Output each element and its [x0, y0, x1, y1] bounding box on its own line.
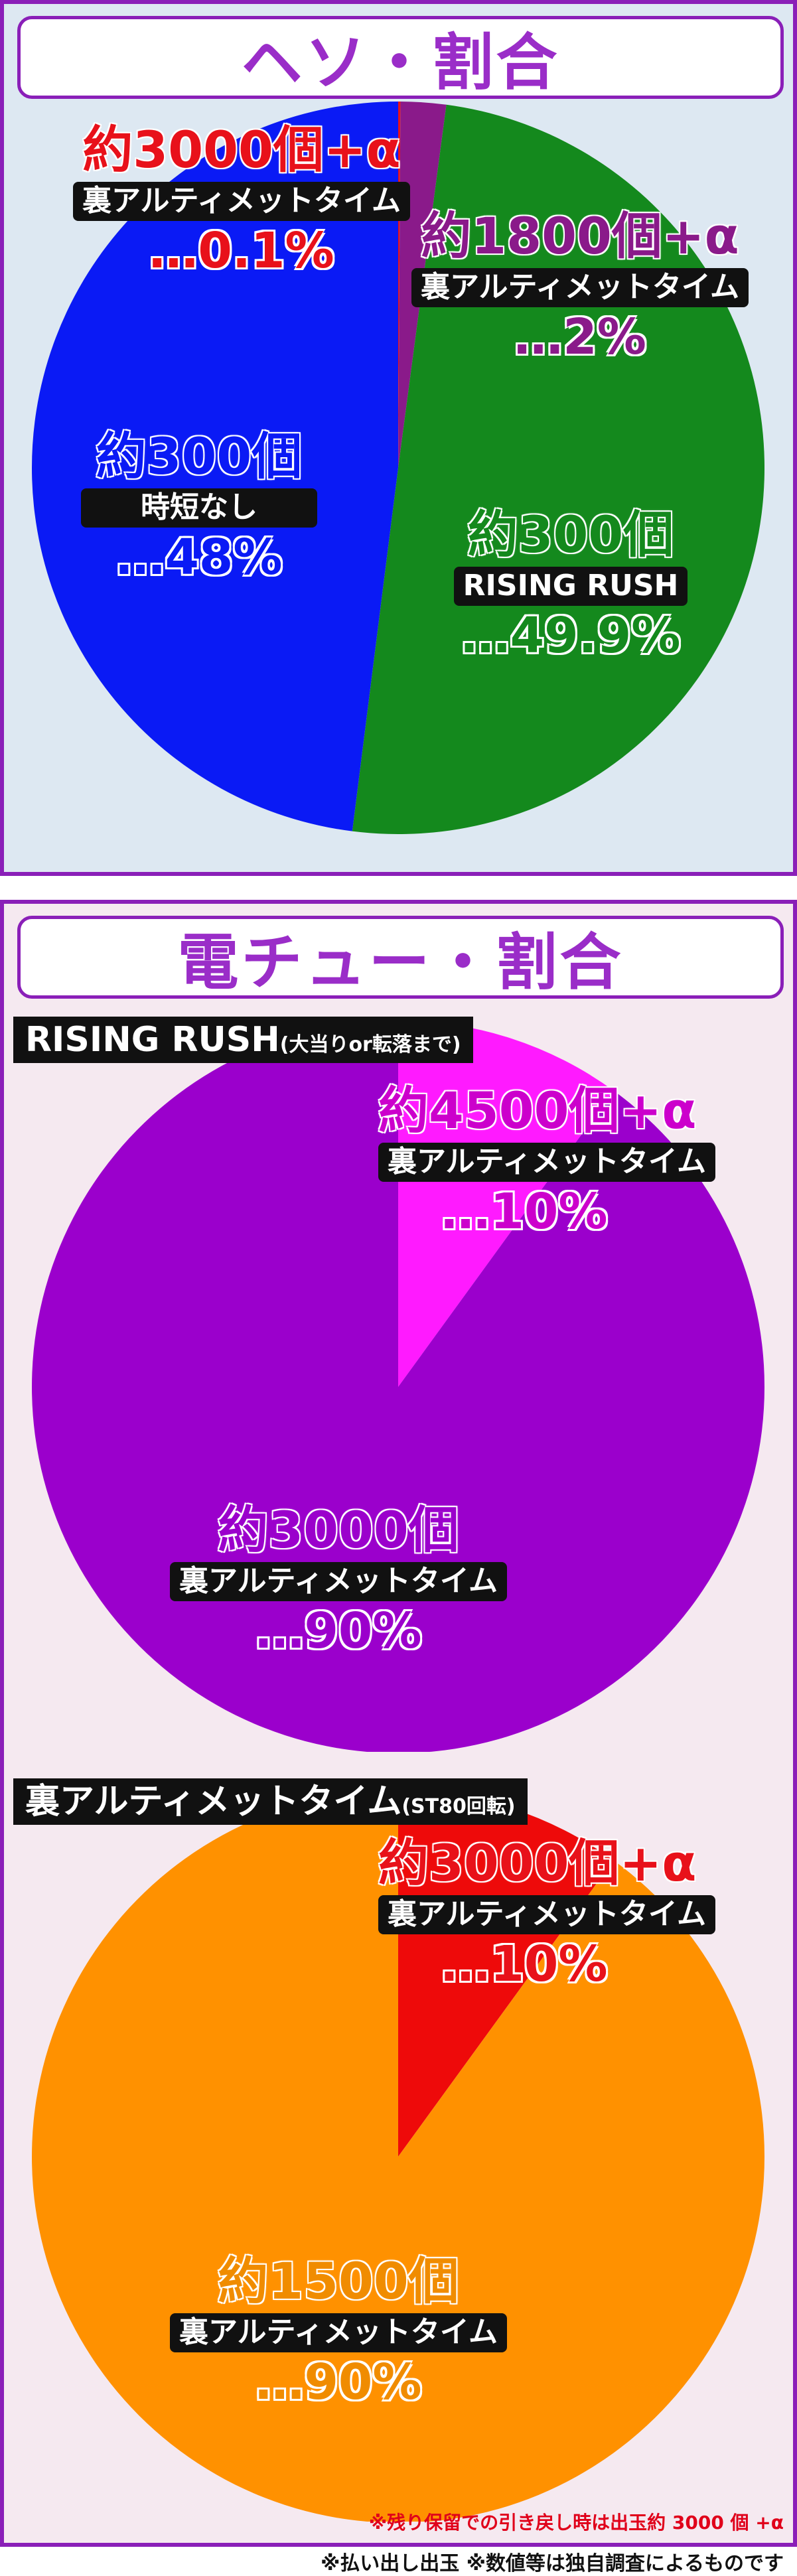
- rush-label-ura4500-mode: 裏アルティメットタイム: [378, 1143, 716, 1182]
- rush-label-ura3000-pct: …90%: [255, 1602, 422, 1660]
- heso-label-ura1800: 約1800個+α 裏アルティメットタイム …2%: [411, 206, 749, 366]
- heso-label-ura3000-mode: 裏アルティメットタイム: [73, 182, 411, 221]
- ura-label-ura3000-pct: …10%: [441, 1935, 608, 1993]
- rush-label-ura4500: 約4500個+α 裏アルティメットタイム …10%: [378, 1081, 716, 1240]
- heso-label-jitan-mode: 時短なし: [81, 488, 317, 528]
- ura-label-ura3000-count: 約3000個+α: [378, 1833, 697, 1893]
- heso-label-jitan-pct: …48%: [115, 528, 283, 586]
- heso-label-ura1800-mode: 裏アルティメットタイム: [411, 268, 749, 307]
- rush-chart-header: RISING RUSH(大当りor転落まで): [13, 1017, 473, 1064]
- rush-label-ura4500-count: 約4500個+α: [378, 1081, 697, 1140]
- rush-label-ura4500-pct: …10%: [441, 1182, 608, 1240]
- heso-label-rush-pct: …49.9%: [461, 607, 681, 664]
- heso-label-ura3000: 約3000個+α 裏アルティメットタイム …0.1%: [73, 120, 411, 279]
- heso-label-ura3000-count: 約3000個+α: [82, 120, 401, 179]
- heso-label-rush-count: 約300個: [467, 505, 675, 564]
- rush-label-ura3000-mode: 裏アルティメットタイム: [169, 1562, 508, 1601]
- ura-slice-0: [398, 1792, 614, 2157]
- ura-label-ura1500-count: 約1500個: [217, 2252, 461, 2311]
- ura-label-ura3000: 約3000個+α 裏アルティメットタイム …10%: [378, 1833, 716, 1993]
- ura-chart-header: 裏アルティメットタイム(ST80回転): [13, 1778, 528, 1825]
- ura-chart-header-main: 裏アルティメットタイム: [25, 1782, 402, 1822]
- ura-label-ura3000-mode: 裏アルティメットタイム: [378, 1895, 716, 1934]
- heso-label-ura1800-count: 約1800個+α: [420, 206, 740, 265]
- heso-slice-3: [31, 102, 398, 831]
- heso-title: ヘソ・割合: [17, 16, 784, 99]
- heso-label-jitan: 約300個 時短なし …48%: [53, 427, 345, 586]
- rush-label-ura3000: 約3000個 裏アルティメットタイム …90%: [166, 1500, 511, 1660]
- pullback-note: ※残り保留での引き戻し時は出玉約 3000 個 +α: [368, 2512, 784, 2534]
- ura-label-ura1500-mode: 裏アルティメットタイム: [169, 2313, 508, 2352]
- rush-chart-header-sub: (大当りor転落まで): [279, 1033, 461, 1056]
- heso-label-ura1800-pct: …2%: [514, 308, 646, 366]
- heso-label-rush: 約300個 RISING RUSH …49.9%: [425, 505, 717, 664]
- footer-note: ※払い出し出玉 ※数値等は独自調査によるものです: [321, 2552, 784, 2575]
- ura-label-ura1500: 約1500個 裏アルティメットタイム …90%: [166, 2252, 511, 2411]
- heso-label-rush-mode: RISING RUSH: [453, 567, 688, 606]
- rush-slice-0: [398, 1022, 614, 1387]
- rush-chart-header-main: RISING RUSH: [25, 1020, 280, 1060]
- heso-label-jitan-count: 約300個: [95, 427, 303, 486]
- rush-label-ura3000-count: 約3000個: [217, 1500, 461, 1559]
- ura-chart-header-sub: (ST80回転): [401, 1795, 516, 1818]
- denchu-title: 電チュー・割合: [17, 916, 784, 999]
- ura-label-ura1500-pct: …90%: [255, 2353, 422, 2411]
- heso-label-ura3000-pct: …0.1%: [149, 222, 334, 279]
